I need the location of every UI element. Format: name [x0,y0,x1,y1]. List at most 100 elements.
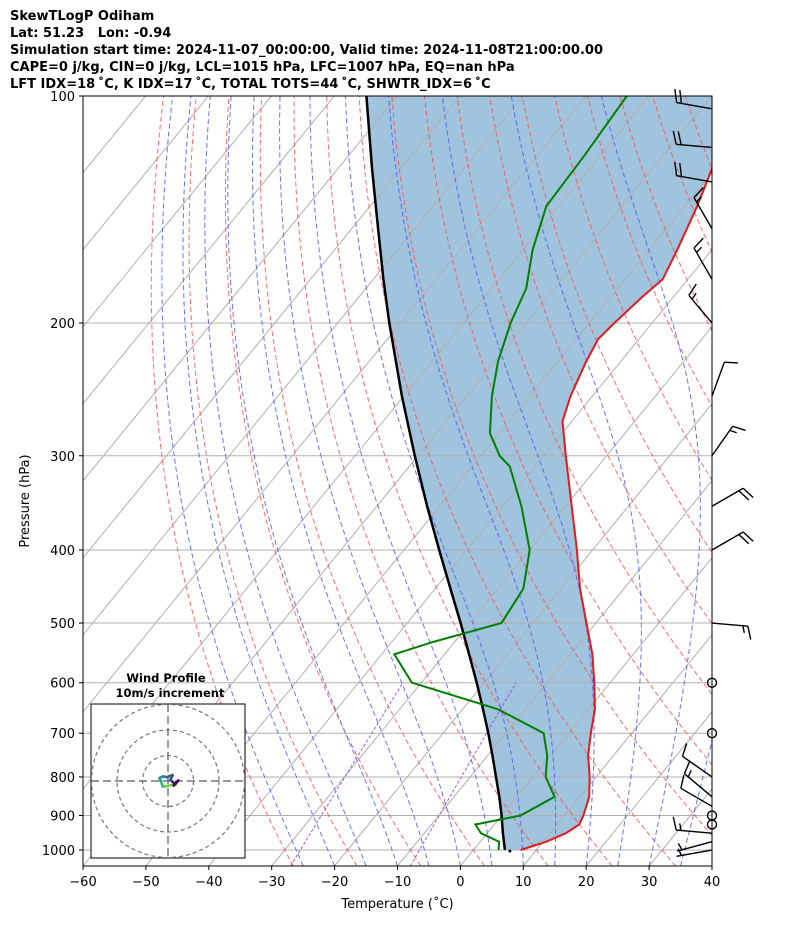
x-tick-label: −50 [132,875,159,890]
wind-barb [672,816,713,834]
wind-barb [677,841,713,852]
dry-adiabat-line [554,96,712,481]
axes: −60 −50 −40 −30 −20 −10 0 10 20 30 40 1000 900 800 700… [18,90,720,912]
x-tick-label: −60 [69,875,96,890]
y-axis-label: Pressure (hPa) [18,454,33,547]
y-tick-label: 300 [50,450,75,465]
dewpoint-line [392,96,628,851]
y-tick-label: 800 [50,771,75,786]
moist-adiabat-line [309,96,493,866]
dry-adiabats [150,96,794,866]
y-tick-label: 700 [50,727,75,742]
moist-adiabat-line [279,96,461,866]
wind-barb [711,487,754,507]
wind-barb [711,361,738,397]
y-tick-label: 200 [50,317,75,332]
y-tick-label: 400 [50,544,75,559]
isotherm-line [83,96,587,713]
dry-adiabat-line [751,96,794,866]
x-tick-label: 20 [578,875,595,890]
wind-barb [693,187,713,230]
moist-adiabat-line [227,96,398,866]
isotherm-line [271,325,712,866]
isotherm-line [711,865,712,866]
wind-barb [711,531,754,551]
isotherm-line [585,711,712,866]
x-axis-label: Temperature (˚C) [340,896,453,912]
x-tick-label: 40 [704,875,721,890]
moist-adiabat-line [344,96,524,866]
lcl-marker [508,849,512,853]
x-tick-label: 10 [515,875,532,890]
moist-adiabat-line [204,96,367,866]
wind-barb [681,743,713,778]
dry-adiabat-line [718,96,794,866]
wind-barbs [672,89,754,857]
dry-adiabat-line [293,96,549,866]
indices-line-2: LFT IDX=18 ˚C, K IDX=17 ˚C, TOTAL TOTS=4… [10,77,491,92]
moist-adiabat-line [161,96,304,866]
wind-barb [693,237,713,280]
dry-adiabat-line [358,96,677,866]
moist-adiabats [161,96,712,866]
x-tick-label: −30 [258,875,285,890]
wind-barb [674,162,713,183]
moist-adiabat-line [600,96,701,866]
dry-adiabat-line [783,96,794,866]
wind-barb [672,130,713,149]
wind-barb [711,425,746,457]
wind-barb [680,774,713,807]
dry-adiabat-line [521,96,712,554]
parcel-path-line [365,96,507,851]
wind-barb [683,760,713,798]
moist-adiabat-line [711,864,712,866]
dry-adiabat-line [259,96,485,866]
hodograph-subtitle: 10m/s increment [116,686,225,700]
isotherm-line [522,634,712,866]
y-tick-label: 600 [50,677,75,692]
wind-barb [688,283,713,324]
isotherm-line [208,248,712,866]
x-tick-label: 0 [456,875,464,890]
temperature-line [520,167,712,851]
chart-title-block: SkewTLogP Odiham Lat: 51.23 Lon: -0.94 S… [10,8,603,93]
y-tick-label: 500 [50,617,75,632]
moist-adiabat-line [252,96,430,866]
isotherm-line [83,96,524,636]
isotherm-line [83,96,84,97]
chart-title: SkewTLogP Odiham [10,9,155,24]
isotherm-line [334,402,712,866]
dry-adiabat-line [224,96,422,866]
dry-adiabat-line [188,96,358,866]
dry-adiabat-line [489,96,712,625]
dry-adiabat-line [391,96,712,837]
mixing-ratio-line [290,682,404,866]
mixing-ratio-line [409,682,517,866]
location-line: Lat: 51.23 Lon: -0.94 [10,26,172,41]
x-tick-label: 30 [641,875,658,890]
x-tick-label: −20 [321,875,348,890]
hodograph-title: Wind Profile [126,671,206,685]
isotherm-line [460,557,712,866]
moist-adiabat-line [510,96,642,866]
isotherm-line [83,96,209,251]
x-tick-label: −10 [384,875,411,890]
isotherm-line [83,96,461,559]
y-tick-label: 1000 [42,844,75,859]
x-tick-label: −40 [195,875,222,890]
y-tick-label: 900 [50,810,75,825]
mixing-ratio-lines [290,682,517,866]
wind-barb [711,622,752,640]
cin-shaded-area [366,96,712,850]
dry-adiabat-line [424,96,712,766]
dry-adiabat-line [150,96,294,866]
moist-adiabat-line [441,96,595,866]
time-line: Simulation start time: 2024-11-07_00:00:… [10,43,603,58]
isotherm-line [83,96,335,405]
isotherm-line [83,96,398,482]
hodograph-segment [172,779,180,787]
cape-cin-shading [366,96,712,850]
isotherm-line [145,171,712,866]
